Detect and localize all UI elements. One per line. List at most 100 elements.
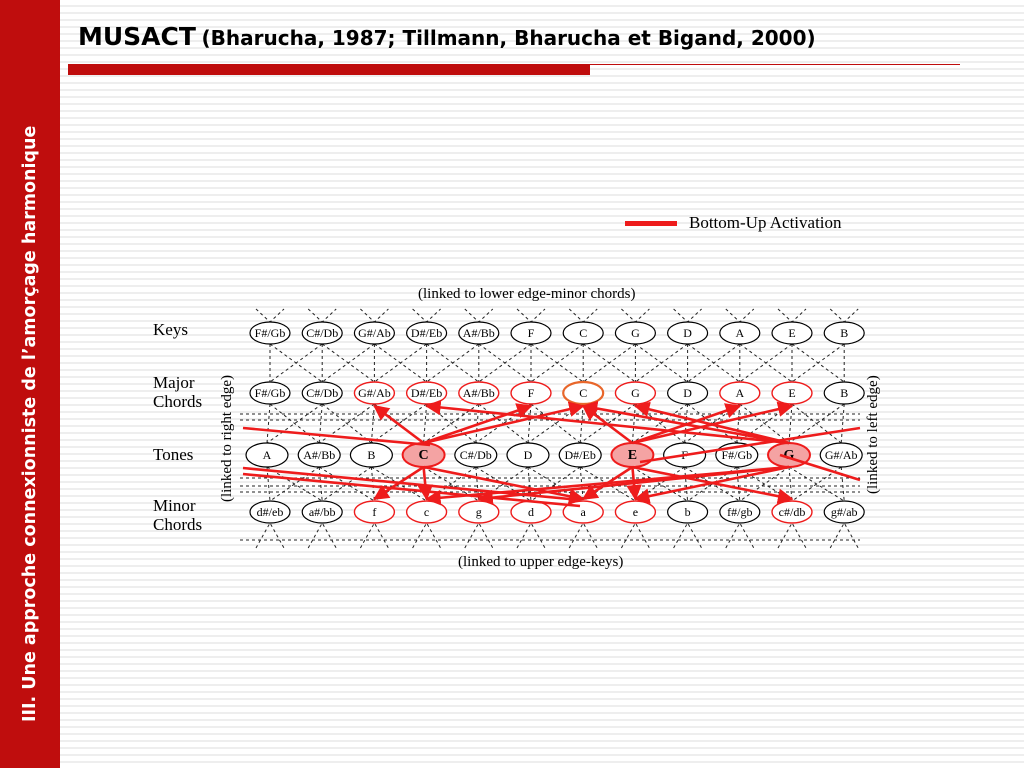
node-minor <box>301 500 343 524</box>
node-label-minor: d#/eb <box>257 505 284 519</box>
wrap-link-bottom <box>516 521 546 549</box>
node-label-major: C <box>579 386 587 400</box>
node-keys <box>406 321 448 345</box>
node-keys <box>719 321 761 345</box>
node-label-minor: e <box>633 505 638 519</box>
node-minor <box>353 500 396 524</box>
title-underline-thin <box>590 64 960 65</box>
lattice-link <box>739 466 790 502</box>
lattice-link <box>266 403 323 444</box>
lattice-link <box>269 403 320 444</box>
node-label-minor: f <box>372 505 376 519</box>
activation-arrow <box>423 403 533 445</box>
node-major <box>823 381 865 405</box>
node-tones <box>819 442 863 468</box>
activation-arrow-wrap <box>242 426 431 447</box>
lattice-link <box>269 466 320 502</box>
lattice-link <box>788 466 793 502</box>
node-keys <box>510 321 552 345</box>
node-major <box>458 381 500 405</box>
node-label-major: G <box>631 386 640 400</box>
lattice-link <box>635 343 688 383</box>
lattice-link <box>840 466 845 502</box>
node-label-keys: A#/Bb <box>463 326 495 340</box>
lattice-link <box>530 403 581 444</box>
node-label-tones: A#/Bb <box>303 448 335 462</box>
lattice-link <box>579 403 636 444</box>
lattice-link <box>527 403 584 444</box>
wrap-link-bottom <box>829 521 859 549</box>
lattice-link <box>269 343 323 383</box>
node-label-minor: a <box>581 505 587 519</box>
wrap-link-top <box>255 308 285 323</box>
title-underline-thick <box>68 64 590 75</box>
activation-arrow <box>423 401 585 445</box>
node-label-tones: D <box>524 448 533 462</box>
node-label-keys: F <box>528 326 535 340</box>
wrap-link-bottom <box>255 521 285 549</box>
node-label-major: G#/Ab <box>358 386 391 400</box>
activation-arrow-wrap <box>242 466 581 502</box>
wrap-link-bottom <box>464 521 494 549</box>
node-minor <box>719 500 761 524</box>
lattice-link <box>370 466 375 502</box>
lattice-link <box>321 466 372 502</box>
node-label-keys: A <box>735 326 744 340</box>
node-label-keys: C#/Db <box>306 326 338 340</box>
node-label-major: D <box>683 386 692 400</box>
activation-arrow <box>581 400 790 445</box>
node-label-minor: g <box>476 505 482 519</box>
row-label-tones-text: Tones <box>153 445 194 464</box>
legend-label: Bottom-Up Activation <box>689 213 842 232</box>
lattice-link <box>374 343 427 383</box>
node-keys <box>771 321 813 345</box>
lattice-link <box>266 466 271 502</box>
legend-activation-line <box>625 221 677 226</box>
lattice-link <box>318 403 323 444</box>
lattice-link <box>791 466 842 502</box>
wrap-link-top <box>621 308 650 323</box>
node-keys <box>458 321 500 345</box>
node-label-minor: c <box>424 505 429 519</box>
wrap-link-bottom <box>568 521 598 549</box>
node-label-tones: G <box>784 448 795 463</box>
node-label-tones: F#/Gb <box>721 448 752 462</box>
node-label-keys: C <box>579 326 587 340</box>
lattice-link <box>632 466 688 502</box>
lattice-link <box>370 403 375 444</box>
activation-arrow <box>425 465 790 506</box>
activation-arrow-wrap <box>779 453 861 482</box>
node-label-tones: B <box>367 448 375 462</box>
node-label-tones: E <box>628 448 637 463</box>
wrap-link-bottom <box>725 521 755 549</box>
node-label-minor: f#/gb <box>727 505 752 519</box>
node-tones <box>297 442 341 468</box>
node-keys <box>823 321 865 345</box>
lattice-link <box>635 403 685 444</box>
activation-arrow <box>633 401 790 445</box>
lattice-link <box>423 403 480 444</box>
lattice-link <box>478 343 532 383</box>
wrap-link-top <box>777 308 807 323</box>
lattice-link <box>579 403 584 444</box>
wrap-link-bottom <box>777 521 807 549</box>
activation-arrows <box>242 399 861 508</box>
node-label-keys: D <box>683 326 692 340</box>
lattice-link <box>687 466 738 502</box>
lattice-link <box>788 403 793 444</box>
lattice-link <box>530 343 584 383</box>
lattice-link <box>687 343 741 383</box>
node-major <box>301 381 343 405</box>
node-label-minor: a#/bb <box>309 505 336 519</box>
lattice-link <box>788 466 845 502</box>
edge-note-top: (linked to lower edge-minor chords) <box>418 286 636 302</box>
node-tones <box>245 442 289 468</box>
edge-note-bottom: (linked to upper edge-keys) <box>458 554 624 570</box>
lattice-link <box>426 343 480 383</box>
node-label-tones: G#/Ab <box>825 448 858 462</box>
node-label-major: B <box>840 386 848 400</box>
wrap-link-bottom <box>412 521 442 549</box>
wrap-link-top <box>412 308 441 323</box>
node-label-keys: G <box>631 326 640 340</box>
lattice-link <box>791 343 845 383</box>
